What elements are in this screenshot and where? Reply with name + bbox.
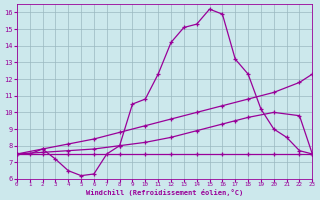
X-axis label: Windchill (Refroidissement éolien,°C): Windchill (Refroidissement éolien,°C) — [86, 189, 243, 196]
